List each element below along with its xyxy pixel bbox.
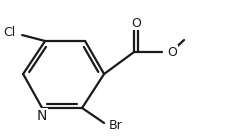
Text: Cl: Cl: [3, 26, 15, 39]
Text: N: N: [37, 109, 47, 123]
Text: O: O: [130, 17, 140, 30]
Text: O: O: [166, 46, 176, 59]
Text: Br: Br: [109, 120, 122, 132]
